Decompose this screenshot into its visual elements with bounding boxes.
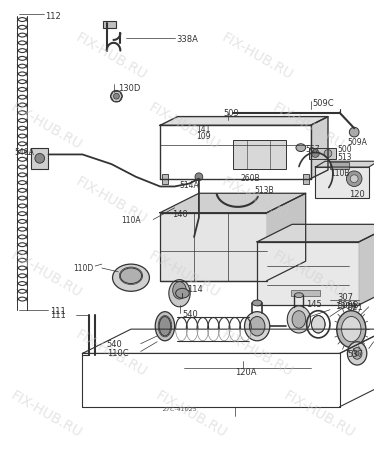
Text: 540: 540 [107, 340, 123, 349]
Ellipse shape [169, 279, 190, 307]
Ellipse shape [352, 347, 362, 359]
Text: FIX-HUB.RU: FIX-HUB.RU [219, 327, 295, 379]
Ellipse shape [176, 288, 189, 298]
Ellipse shape [287, 306, 310, 333]
Circle shape [114, 93, 119, 99]
Bar [103, 21, 116, 28]
Text: 111: 111 [50, 307, 66, 316]
Ellipse shape [252, 300, 262, 306]
Ellipse shape [347, 342, 367, 365]
Ellipse shape [294, 293, 303, 297]
Text: 307: 307 [338, 293, 354, 302]
Text: 567: 567 [306, 145, 320, 154]
Bar [233, 140, 286, 169]
Text: 500: 500 [338, 145, 352, 154]
Polygon shape [310, 117, 328, 179]
Ellipse shape [296, 144, 306, 152]
Ellipse shape [312, 315, 325, 333]
Text: 537: 537 [347, 350, 363, 359]
Text: FIX-HUB.RU: FIX-HUB.RU [74, 327, 150, 379]
Bar [330, 162, 350, 169]
Text: 109: 109 [196, 132, 210, 141]
Bar [162, 174, 168, 184]
Text: 130D: 130D [118, 84, 141, 93]
Text: 112: 112 [46, 12, 62, 21]
Polygon shape [257, 224, 375, 242]
Bar [257, 242, 359, 305]
Text: 540: 540 [182, 310, 198, 319]
Polygon shape [160, 117, 328, 126]
Ellipse shape [249, 316, 265, 336]
Ellipse shape [112, 264, 149, 291]
Text: 120: 120 [350, 190, 365, 199]
Ellipse shape [159, 316, 171, 336]
Text: ZTC-41025: ZTC-41025 [162, 407, 197, 412]
Text: 509C: 509C [312, 99, 334, 108]
Bar [160, 213, 267, 281]
Text: 110B: 110B [330, 169, 350, 178]
Text: 111: 111 [50, 310, 66, 320]
Polygon shape [315, 161, 375, 167]
Circle shape [111, 90, 122, 102]
Text: 110A: 110A [121, 216, 141, 225]
Text: FIX-HUB.RU: FIX-HUB.RU [219, 175, 295, 226]
Ellipse shape [155, 312, 175, 341]
Text: 130A: 130A [335, 302, 356, 311]
Text: 110C: 110C [107, 349, 128, 358]
Text: FIX-HUB.RU: FIX-HUB.RU [270, 249, 346, 301]
Bar [309, 148, 336, 159]
Text: FIX-HUB.RU: FIX-HUB.RU [270, 100, 346, 153]
Polygon shape [160, 193, 306, 213]
Text: 145: 145 [306, 300, 321, 309]
Circle shape [324, 149, 332, 158]
Circle shape [350, 127, 359, 137]
Polygon shape [359, 224, 375, 305]
Bar [303, 174, 309, 184]
Text: 513: 513 [338, 153, 352, 162]
Text: FIX-HUB.RU: FIX-HUB.RU [8, 100, 84, 153]
Text: FIX-HUB.RU: FIX-HUB.RU [153, 388, 230, 441]
Text: 140: 140 [172, 210, 188, 219]
Bar [31, 148, 48, 169]
Ellipse shape [173, 282, 186, 299]
Text: FIX-HUB.RU: FIX-HUB.RU [146, 249, 222, 301]
Text: 509: 509 [223, 109, 239, 118]
Text: 114: 114 [187, 285, 203, 294]
Text: FIX-HUB.RU: FIX-HUB.RU [281, 388, 357, 441]
Ellipse shape [342, 316, 361, 342]
Text: 521: 521 [347, 303, 363, 312]
Text: FIX-HUB.RU: FIX-HUB.RU [74, 175, 150, 226]
Bar [315, 167, 369, 198]
Circle shape [350, 175, 358, 183]
Text: 540A: 540A [15, 148, 34, 157]
Ellipse shape [120, 268, 142, 284]
Text: 509B: 509B [338, 301, 359, 310]
Bar [291, 290, 320, 296]
Polygon shape [267, 193, 306, 281]
Ellipse shape [292, 310, 306, 328]
Text: 514A: 514A [180, 180, 199, 189]
Text: 110D: 110D [73, 264, 93, 273]
Text: 141: 141 [196, 126, 210, 135]
Text: 509A: 509A [347, 138, 367, 147]
Text: 338A: 338A [177, 35, 198, 44]
Ellipse shape [244, 312, 270, 341]
Ellipse shape [337, 310, 366, 347]
Text: FIX-HUB.RU: FIX-HUB.RU [219, 31, 295, 82]
Ellipse shape [355, 351, 359, 356]
Text: FIX-HUB.RU: FIX-HUB.RU [8, 249, 84, 301]
Text: FIX-HUB.RU: FIX-HUB.RU [146, 100, 222, 153]
Text: 120A: 120A [235, 368, 256, 377]
Circle shape [312, 149, 319, 158]
Circle shape [35, 153, 45, 163]
Text: 260B: 260B [241, 174, 260, 183]
Circle shape [346, 171, 362, 186]
Circle shape [195, 173, 203, 180]
Text: FIX-HUB.RU: FIX-HUB.RU [74, 31, 150, 82]
Text: FIX-HUB.RU: FIX-HUB.RU [8, 388, 84, 441]
Text: 513B: 513B [254, 186, 274, 195]
